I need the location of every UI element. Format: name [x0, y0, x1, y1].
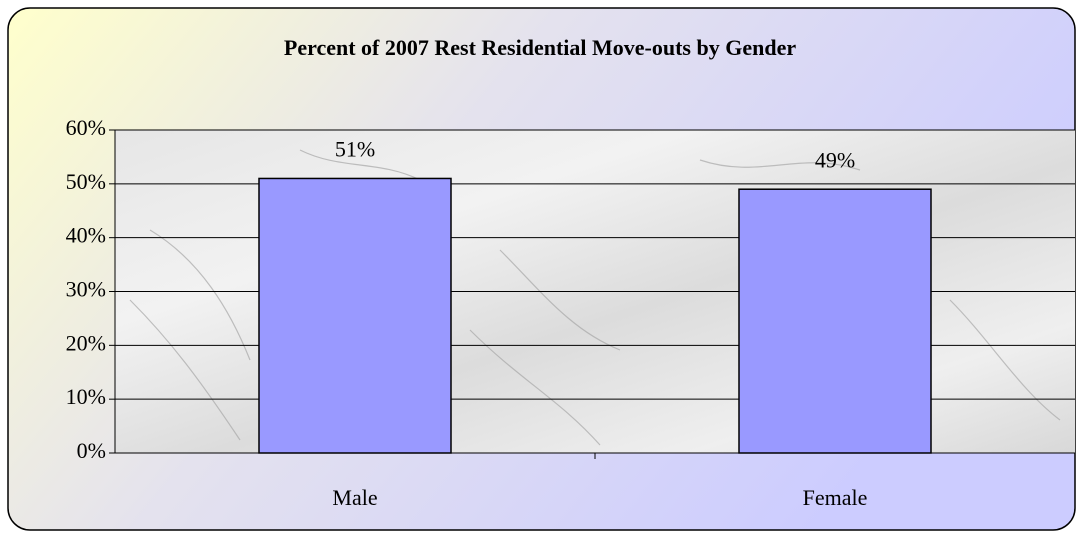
- bar: [258, 177, 452, 454]
- y-tick-label: 30%: [66, 277, 106, 302]
- y-tick-label: 60%: [66, 115, 106, 140]
- x-tick-label: Female: [803, 485, 868, 510]
- y-tick-label: 50%: [66, 169, 106, 194]
- value-label: 49%: [815, 147, 855, 172]
- x-tick-label: Male: [332, 485, 377, 510]
- bar: [738, 188, 932, 454]
- y-tick-label: 40%: [66, 223, 106, 248]
- value-label: 51%: [335, 136, 375, 161]
- y-tick-label: 10%: [66, 384, 106, 409]
- y-tick-label: 20%: [66, 330, 106, 355]
- marble-veins: [129, 149, 1061, 446]
- chart-title: Percent of 2007 Rest Residential Move-ou…: [284, 35, 796, 60]
- plot: 0% 10% 20% 30% 40% 50% 60% 51% Male 49% Female: [66, 115, 1075, 510]
- y-tick-label: 0%: [77, 438, 106, 463]
